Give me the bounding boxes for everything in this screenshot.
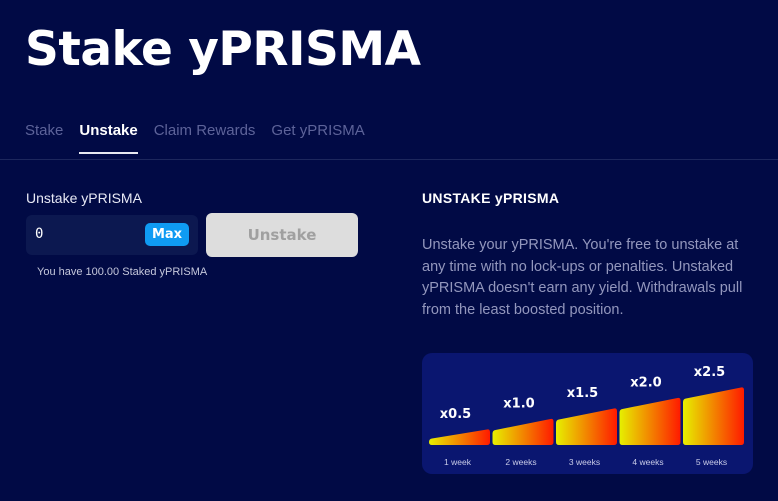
- boost-graphic: x0.5 1 week x1.0 2 weeks x1.5 3 weeks x2.0 4 we…: [422, 353, 753, 474]
- max-button[interactable]: Max: [145, 223, 189, 246]
- divider: [0, 159, 778, 160]
- boost-bar: [619, 397, 681, 445]
- info-text: Unstake your yPRISMA. You're free to uns…: [422, 237, 743, 318]
- multiplier-label: x1.5: [567, 386, 598, 401]
- week-label: 1 week: [444, 457, 472, 467]
- amount-input[interactable]: [33, 225, 137, 243]
- unstake-label: Unstake yPRISMA: [26, 190, 142, 206]
- multiplier-label: x1.0: [503, 397, 534, 412]
- week-label: 4 weeks: [632, 457, 663, 467]
- multiplier-label: x2.5: [694, 365, 725, 380]
- boost-bar: [492, 418, 554, 445]
- page-title: Stake yPRISMA: [25, 22, 421, 77]
- week-label: 2 weeks: [505, 457, 536, 467]
- unstake-button[interactable]: Unstake: [206, 213, 358, 257]
- multiplier-label: x0.5: [440, 407, 471, 422]
- tab-get-yprisma[interactable]: Get yPRISMA: [271, 122, 365, 139]
- multiplier-label: x2.0: [630, 376, 661, 391]
- balance-text: You have 100.00 Staked yPRISMA: [37, 266, 208, 278]
- week-label: 5 weeks: [696, 457, 727, 467]
- boost-bar: [556, 408, 617, 445]
- boost-bar: [683, 387, 744, 445]
- amount-field-container: Max: [26, 215, 198, 255]
- boost-bar: [429, 429, 490, 445]
- tab-claim-rewards[interactable]: Claim Rewards: [153, 122, 256, 139]
- tab-stake[interactable]: Stake: [25, 122, 64, 139]
- week-label: 3 weeks: [569, 457, 600, 467]
- tab-bar: Stake Unstake Claim Rewards Get yPRISMA: [25, 122, 365, 154]
- info-title: UNSTAKE yPRISMA: [422, 190, 560, 206]
- tab-unstake[interactable]: Unstake: [79, 122, 138, 154]
